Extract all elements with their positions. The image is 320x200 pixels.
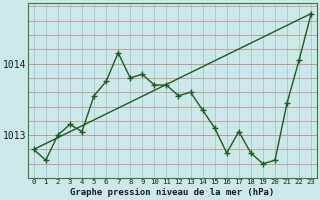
X-axis label: Graphe pression niveau de la mer (hPa): Graphe pression niveau de la mer (hPa) [70,188,275,197]
